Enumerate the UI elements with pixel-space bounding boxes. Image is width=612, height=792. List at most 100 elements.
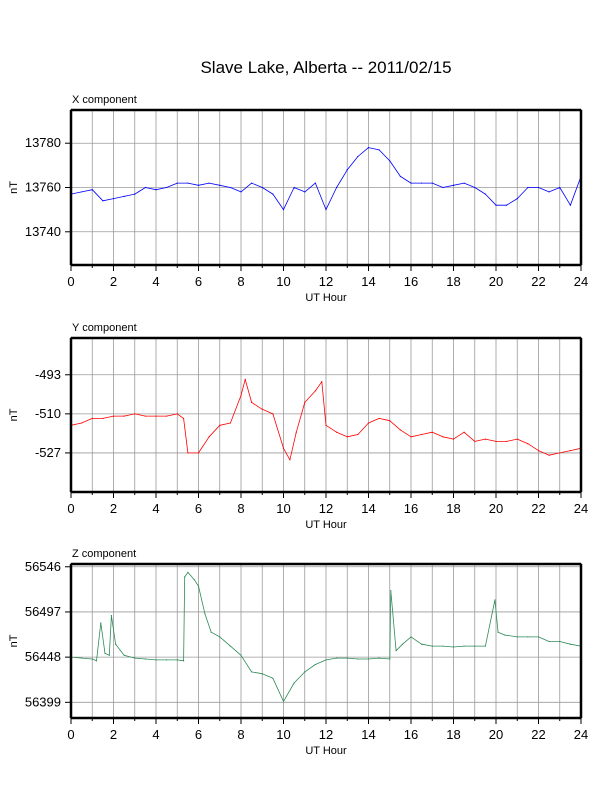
z-data-point [410,636,412,638]
z-data-point [282,700,285,703]
x-data-point [229,186,231,189]
y-data-point [261,408,263,410]
y-data-point [134,413,136,415]
y-x-tick-label: 6 [195,501,202,516]
z-data-point [197,585,200,587]
y-data-point [421,433,423,436]
x-x-tick-label: 18 [446,274,460,289]
x-y-tick-label: 13740 [25,224,61,239]
z-data-point [134,657,136,659]
y-data-point [251,401,253,403]
z-component-panel: 0 2 4 6 8 10 12 14 16 18 20 22 245639956448564975654… [8,548,588,757]
y-data-point [463,431,465,433]
z-x-tick-label: 16 [404,727,418,742]
y-data-point [559,452,561,454]
z-x-tick-label: 12 [319,727,333,742]
y-x-tick-label: 22 [531,501,545,516]
z-y-tick-label: 56399 [25,694,61,709]
y-data-point [123,415,125,417]
z-x-tick-label: 14 [361,727,375,742]
y-data-point [102,417,104,420]
z-data-point [144,658,146,660]
x-data-point [357,155,359,158]
y-data-point [378,417,380,420]
y-data-point [346,436,348,438]
z-data-point [548,640,550,643]
x-x-axis-label: UT Hour [305,292,347,304]
z-data-point [110,615,112,617]
z-x-tick-label: 8 [237,727,244,742]
z-component-title: Z component [72,548,136,560]
y-data-point [527,443,529,445]
x-data-point [495,204,497,206]
z-x-tick-label: 2 [110,727,117,742]
z-data-point [336,657,338,659]
z-x-tick-label: 20 [489,727,503,742]
y-data-point [474,440,476,443]
z-data-point [497,631,499,633]
y-data-point [295,431,297,433]
y-x-tick-label: 0 [67,501,74,516]
x-data-point [102,200,104,202]
z-data-point [442,645,444,647]
z-data-point [219,636,221,638]
z-y-tick-label: 56448 [25,649,61,664]
x-component-title: X component [72,94,137,106]
x-data-point [474,186,476,189]
z-data-point [390,590,392,592]
y-data-point [495,440,497,443]
x-data-point [314,182,316,184]
z-data-point [91,658,93,660]
z-data-point [537,636,540,638]
y-data-point [516,438,518,440]
z-data-point [115,643,117,645]
y-data-point [442,436,444,438]
y-data-point [144,415,146,417]
z-data-point [389,658,391,660]
x-data-point [91,189,93,191]
z-data-point [184,576,186,578]
x-data-point [431,182,433,184]
y-x-tick-label: 2 [110,501,117,516]
z-data-point [367,658,370,660]
z-data-point [293,682,295,684]
y-data-point [314,390,316,392]
x-data-point [452,184,455,186]
x-data-point [197,184,200,186]
y-data-point [91,417,93,420]
x-data-point [367,147,370,149]
x-data-point [155,189,157,191]
y-data-point [410,436,412,438]
x-x-tick-label: 6 [195,274,202,289]
y-y-tick-label: -510 [35,406,61,421]
x-data-point [261,186,263,189]
x-data-point [442,186,444,189]
z-data-point [527,636,529,638]
z-data-point [240,654,242,656]
y-data-point [187,452,189,454]
z-data-point [304,671,306,673]
y-data-point [272,413,274,415]
z-data-point [463,645,465,647]
x-x-tick-label: 16 [404,274,418,289]
z-data-line [70,571,582,702]
x-data-point [123,195,125,197]
y-x-tick-label: 16 [404,501,418,516]
z-data-point [104,652,106,655]
x-data-point [272,193,274,195]
x-x-tick-label: 4 [152,274,159,289]
z-data-point [183,660,185,662]
y-data-point [484,438,486,440]
z-x-tick-label: 6 [195,727,202,742]
y-data-point [325,424,327,426]
x-x-tick-label: 20 [489,274,503,289]
z-data-point [357,658,359,660]
y-data-point [208,436,210,438]
x-x-tick-label: 8 [237,274,244,289]
y-data-point [431,431,433,433]
x-data-point [134,193,136,195]
x-y-axis-label: nT [8,181,20,194]
z-data-point [100,622,102,624]
x-data-point [389,160,391,162]
